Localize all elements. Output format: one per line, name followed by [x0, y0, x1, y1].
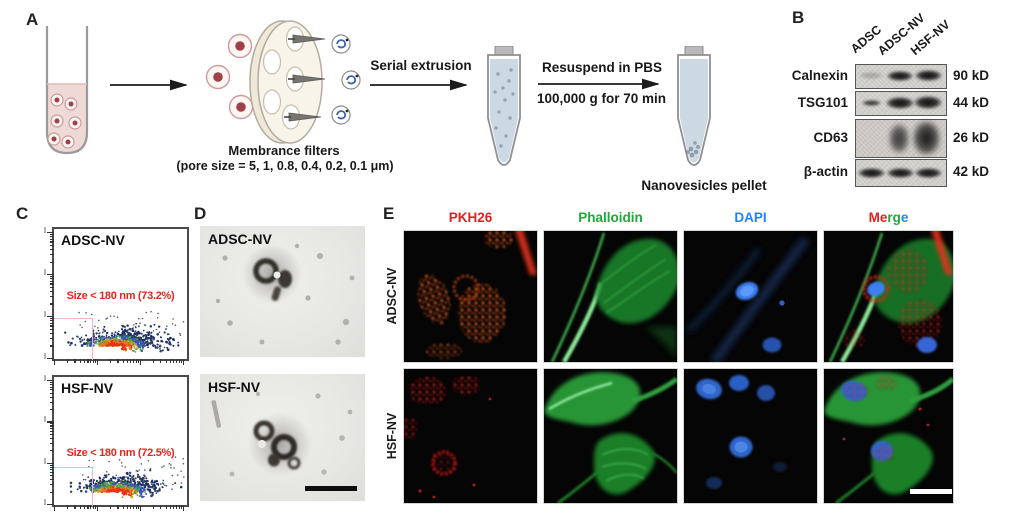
- nanovesicle-icon: [331, 34, 361, 125]
- column-header-merge: Merge: [868, 210, 909, 225]
- column-header-dapi: DAPI: [734, 210, 767, 225]
- flow-scatter: [69, 456, 185, 499]
- size-gate: [54, 318, 93, 360]
- fluorescence-image-phalloidin-adsc: [543, 230, 678, 363]
- flow-plot-adsc-nv: ADSC-NV Size < 180 nm (73.2%): [43, 227, 189, 365]
- serial-extrusion-label: Serial extrusion: [370, 58, 472, 73]
- blot-mw-label: 26 kD: [953, 130, 990, 145]
- pellet-tube-graphic: [677, 46, 711, 166]
- blot-strip: [855, 159, 947, 187]
- flow-plot-title: HSF-NV: [61, 380, 114, 396]
- resuspend-label: Resuspend in PBS: [541, 60, 663, 75]
- fluorescence-image-dapi-adsc: [683, 230, 818, 363]
- suspension-tube-graphic: [487, 46, 521, 166]
- fluorescence-image-pkh26-hsf: [403, 368, 538, 504]
- blot-mw-label: 90 kD: [953, 68, 990, 83]
- x-axis-ticks: [54, 359, 187, 367]
- blot-mw-label: 44 kD: [953, 95, 990, 110]
- size-gate: [54, 467, 93, 506]
- blot-strip: [855, 64, 947, 89]
- y-axis-ticks: [43, 375, 54, 506]
- membrane-filter-graphic: [205, 20, 361, 144]
- cell-suspension-tube-graphic: [45, 26, 89, 155]
- fluorescence-image-phalloidin-hsf: [543, 368, 678, 504]
- row-label-hsf-nv: HSF-NV: [385, 412, 399, 460]
- arrow-icon: [110, 79, 188, 91]
- column-header-phalloidin: Phalloidin: [578, 210, 643, 225]
- panel-e-label: E: [383, 204, 395, 223]
- fluorescence-image-merge-hsf: [823, 368, 954, 504]
- panel-a-label: A: [26, 10, 39, 29]
- blot-protein-label: CD63: [813, 130, 848, 145]
- gate-annotation: Size < 180 nm (72.5%): [66, 447, 175, 459]
- y-axis-ticks: [43, 227, 54, 360]
- blot-mw-label: 42 kD: [953, 164, 990, 179]
- row-label-adsc-nv: ADSC-NV: [385, 267, 399, 325]
- membrane-filters-caption-line2: (pore size = 5, 1, 0.8, 0.4, 0.2, 0.1 μm…: [176, 159, 394, 173]
- panel-d-label: D: [194, 204, 207, 223]
- arrow-icon: [538, 78, 660, 90]
- tem-image-hsf-nv: HSF-NV: [200, 374, 365, 501]
- tem-image-adsc-nv: ADSC-NV: [200, 226, 365, 357]
- fluorescence-image-merge-adsc: [823, 230, 954, 363]
- scale-bar: [910, 489, 952, 494]
- tem-art: [215, 243, 355, 345]
- blot-protein-label: Calnexin: [791, 68, 848, 83]
- panel-c-label: C: [16, 204, 29, 223]
- flow-plot-title: ADSC-NV: [61, 232, 125, 248]
- membrane-filters-caption-line1: Membrance filters: [228, 143, 340, 158]
- centrifugation-label: 100,000 g for 70 min: [536, 91, 667, 106]
- blot-strip: [855, 91, 947, 116]
- tem-art: [211, 391, 353, 477]
- flow-plot-hsf-nv: HSF-NV Size < 180 nm (72.5%): [43, 375, 189, 511]
- tem-image-title: HSF-NV: [208, 379, 261, 395]
- blot-protein-label: TSG101: [797, 95, 848, 110]
- column-header-pkh26: PKH26: [448, 210, 493, 225]
- blot-strip: [855, 119, 947, 158]
- scale-bar: [305, 486, 357, 491]
- arrow-icon: [370, 79, 468, 91]
- x-axis-ticks: [54, 505, 187, 513]
- fluorescence-image-dapi-hsf: [683, 368, 818, 504]
- fluorescence-image-pkh26-adsc: [403, 230, 538, 363]
- pellet-label: Nanovesicles pellet: [641, 178, 767, 193]
- blot-protein-label: β-actin: [803, 164, 848, 179]
- tem-image-title: ADSC-NV: [208, 231, 272, 247]
- panel-b-label: B: [792, 8, 805, 27]
- gate-annotation: Size < 180 nm (73.2%): [66, 290, 175, 302]
